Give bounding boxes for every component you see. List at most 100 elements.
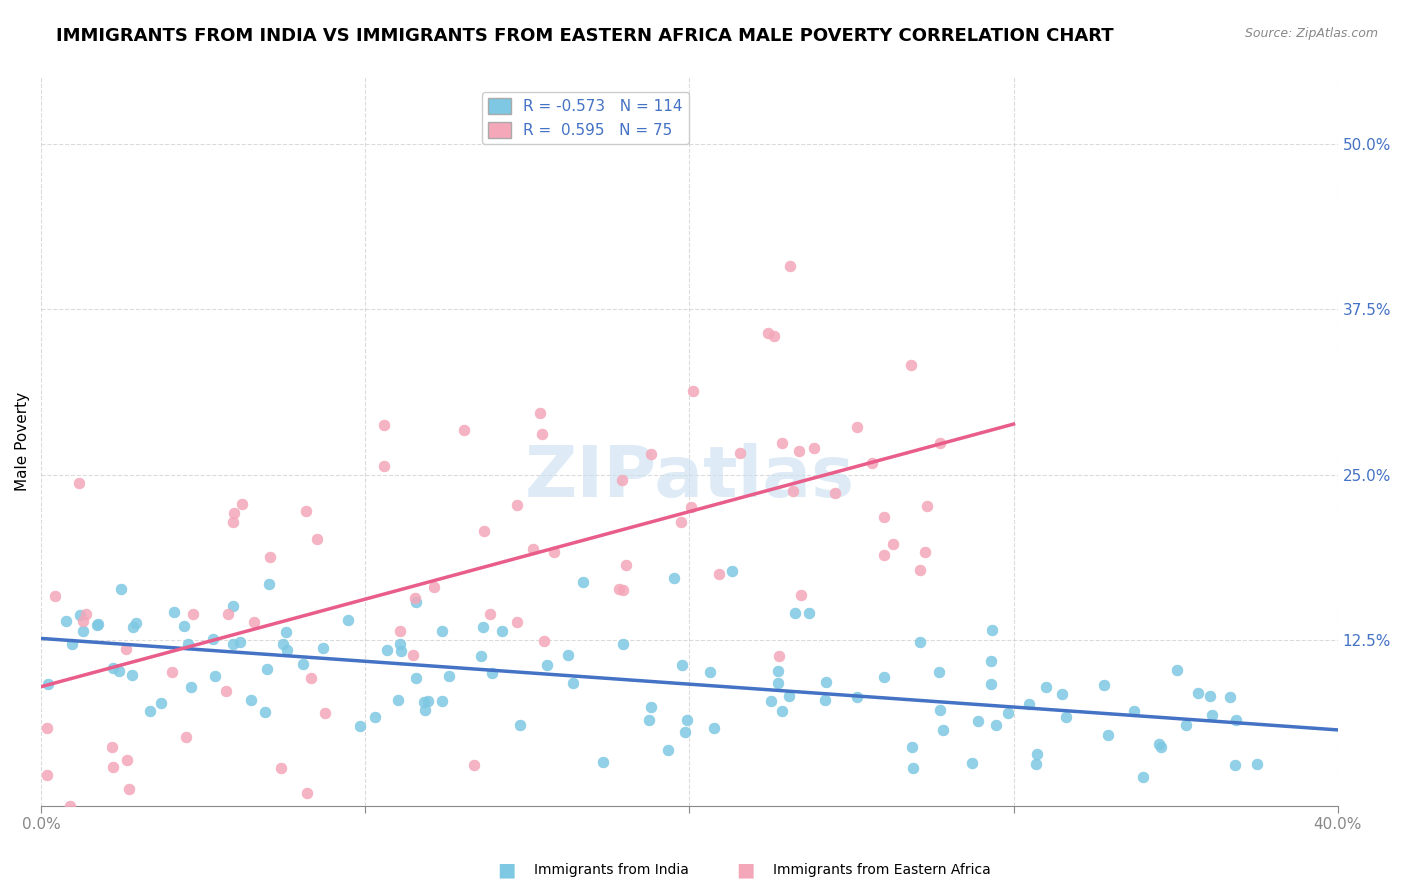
Point [481,665,503,680]
Point [62,637,84,651]
Point [470,648,492,663]
Point [231,497,253,511]
Point [243,615,266,629]
Point [1201,708,1223,723]
Point [257,576,280,591]
Point [295,503,318,517]
Point [173,619,195,633]
Point [815,675,838,690]
Text: ■: ■ [735,860,755,880]
Point [1150,739,1173,754]
Point [87,616,110,631]
Point [72,624,94,639]
Point [607,582,630,596]
Point [980,677,1002,691]
Point [204,669,226,683]
Point [453,423,475,437]
Point [349,719,371,733]
Point [67,475,90,490]
Point [914,544,936,558]
Point [1097,728,1119,742]
Point [766,676,789,690]
Point [101,760,124,774]
Point [108,664,131,678]
Point [770,704,793,718]
Point [389,624,412,638]
Point [779,259,801,273]
Point [312,640,335,655]
Point [908,635,931,649]
Point [768,648,790,663]
Point [506,499,529,513]
Point [903,761,925,775]
Point [364,710,387,724]
Point [72,614,94,628]
Point [612,582,634,597]
Point [768,664,790,678]
Point [121,668,143,682]
Text: Immigrants from Eastern Africa: Immigrants from Eastern Africa [773,863,991,877]
Point [305,533,328,547]
Point [418,694,440,708]
Point [1198,690,1220,704]
Point [1050,687,1073,701]
Point [413,703,436,717]
Point [900,358,922,372]
Point [640,700,662,714]
Point [1246,757,1268,772]
Point [614,558,637,573]
Point [873,548,896,562]
Point [75,607,97,621]
Point [215,684,238,698]
Point [256,662,278,676]
Point [1025,757,1047,772]
Point [472,524,495,538]
Text: Immigrants from India: Immigrants from India [534,863,689,877]
Point [404,591,426,605]
Point [463,758,485,772]
Point [873,510,896,524]
Point [37,768,59,782]
Point [373,459,395,474]
Point [790,588,813,602]
Point [1166,663,1188,677]
Point [55,614,77,628]
Point [177,637,200,651]
Point [671,516,693,530]
Point [471,620,494,634]
Point [536,657,558,672]
Point [572,574,595,589]
Point [274,624,297,639]
Point [373,417,395,432]
Point [1147,737,1170,751]
Text: IMMIGRANTS FROM INDIA VS IMMIGRANTS FROM EASTERN AFRICA MALE POVERTY CORRELATION: IMMIGRANTS FROM INDIA VS IMMIGRANTS FROM… [56,27,1114,45]
Point [314,706,336,720]
Point [388,637,411,651]
Point [69,607,91,622]
Point [405,671,427,685]
Point [612,637,634,651]
Point [222,506,245,520]
Point [117,753,139,767]
Point [676,714,699,728]
Point [770,435,793,450]
Point [610,473,633,487]
Point [763,329,786,343]
Point [437,669,460,683]
Legend: R = -0.573   N = 114, R =  0.595   N = 75: R = -0.573 N = 114, R = 0.595 N = 75 [482,93,689,145]
Point [1225,713,1247,727]
Point [405,595,427,609]
Point [960,756,983,771]
Point [562,676,585,690]
Point [557,648,579,662]
Point [522,542,544,557]
Point [387,693,409,707]
Point [44,589,66,603]
Point [180,681,202,695]
Point [846,690,869,704]
Point [679,500,702,514]
Point [110,582,132,596]
Point [375,642,398,657]
Point [797,607,820,621]
Point [929,436,952,450]
